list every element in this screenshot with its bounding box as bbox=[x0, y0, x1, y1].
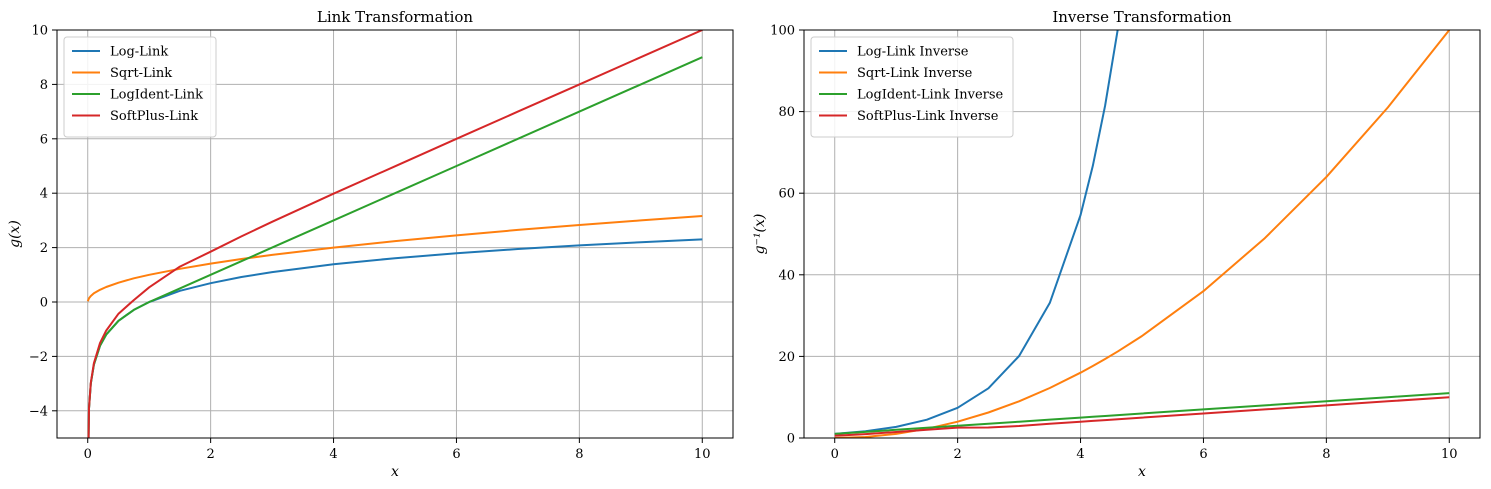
series-lines bbox=[86, 30, 703, 438]
legend-box bbox=[810, 36, 1014, 138]
y-tick-label: 10 bbox=[31, 24, 48, 39]
y-axis-label: g(x) bbox=[7, 220, 23, 248]
legend: Log-Link Sqrt-Link LogIdent-Link SoftPlus-L… bbox=[63, 36, 217, 138]
series-line-logident-link-inverse bbox=[834, 392, 1450, 435]
x-tick-label: 10 bbox=[1441, 447, 1458, 462]
x-tick-label: 6 bbox=[1199, 447, 1207, 462]
y-tick-label: 100 bbox=[770, 24, 795, 39]
legend-box bbox=[63, 36, 217, 138]
x-tick-label: 4 bbox=[329, 447, 337, 462]
plot-frame bbox=[803, 29, 1481, 439]
x-axis-label: x bbox=[391, 464, 399, 480]
legend: Log-Link Inverse Sqrt-Link Inverse LogIden… bbox=[810, 36, 1014, 138]
legend-entry: LogIdent-Link Inverse bbox=[857, 88, 1004, 103]
x-tick-label: 4 bbox=[1076, 447, 1084, 462]
y-tick-label: 0 bbox=[787, 432, 795, 447]
legend-entry: LogIdent-Link bbox=[110, 88, 203, 103]
legend-entry: Sqrt-Link Inverse bbox=[857, 66, 973, 81]
link-transformation-panel: 0 2 4 6 8 10 −4 −2 0 2 4 6 8 10 Link Transformation x g(… bbox=[7, 8, 734, 480]
x-tick-label: 8 bbox=[575, 447, 583, 462]
series-line-log-link-inverse bbox=[834, 30, 1119, 435]
series-line-softplus-link-inverse bbox=[834, 396, 1450, 437]
plot-frame bbox=[56, 29, 734, 439]
y-axis-label: g⁻¹(x) bbox=[752, 214, 768, 255]
y-tick-label: 8 bbox=[40, 78, 48, 93]
x-tick-label: 10 bbox=[694, 447, 711, 462]
y-tick-label: 6 bbox=[40, 132, 48, 147]
y-tick-label: 2 bbox=[40, 241, 48, 256]
y-tick-label: 40 bbox=[778, 268, 795, 283]
series-lines bbox=[834, 30, 1451, 438]
x-tick-label: 2 bbox=[953, 447, 961, 462]
x-axis-label: x bbox=[1138, 464, 1146, 480]
x-tick-label: 0 bbox=[831, 447, 839, 462]
y-tick-label: 20 bbox=[778, 350, 795, 365]
y-tick-label: −2 bbox=[29, 350, 48, 365]
series-line-softplus-link bbox=[87, 30, 703, 438]
y-tick-label: 80 bbox=[778, 105, 795, 120]
x-tick-label: 0 bbox=[84, 447, 92, 462]
legend-entry: Log-Link Inverse bbox=[857, 45, 969, 60]
x-tick-label: 6 bbox=[452, 447, 460, 462]
x-tick-label: 2 bbox=[206, 447, 214, 462]
chart-title: Link Transformation bbox=[317, 8, 474, 26]
y-tick-label: 60 bbox=[778, 187, 795, 202]
chart-title: Inverse Transformation bbox=[1052, 8, 1232, 26]
series-line-log-link bbox=[87, 238, 703, 438]
legend-entry: SoftPlus-Link Inverse bbox=[857, 109, 999, 124]
y-tick-label: 4 bbox=[40, 187, 48, 202]
series-line-sqrt-link bbox=[86, 215, 703, 302]
x-tick-label: 8 bbox=[1322, 447, 1330, 462]
y-tick-label: −4 bbox=[29, 404, 48, 419]
legend-entry: Log-Link bbox=[110, 45, 168, 60]
legend-entry: SoftPlus-Link bbox=[110, 109, 198, 124]
legend-entry: Sqrt-Link bbox=[110, 66, 172, 81]
y-tick-label: 0 bbox=[40, 296, 48, 311]
